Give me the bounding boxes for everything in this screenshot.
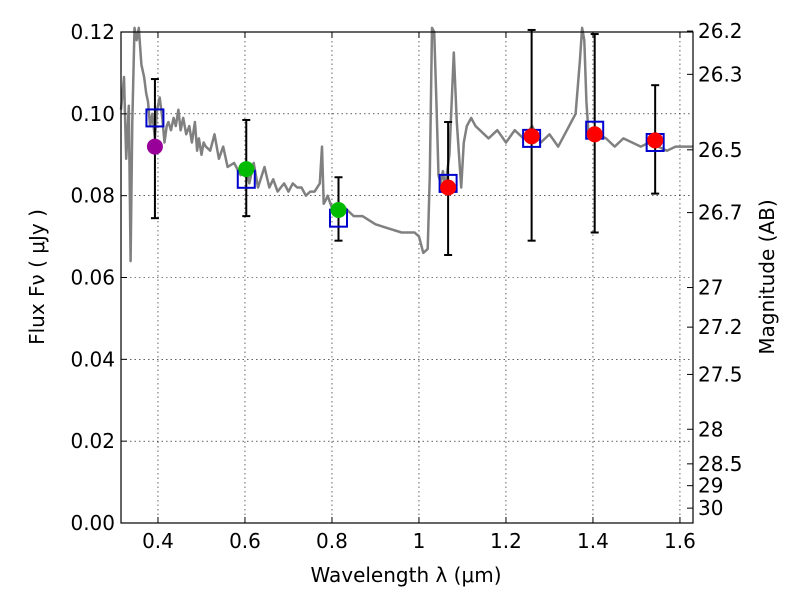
x-tick-label: 0.4 xyxy=(142,529,174,553)
x-tick-label: 1 xyxy=(413,529,426,553)
observed-point xyxy=(523,128,540,145)
x-tick-label: 0.8 xyxy=(316,529,348,553)
y2-tick-label: 28.5 xyxy=(698,452,743,476)
observed-point xyxy=(238,161,255,178)
y-tick-label: 0.10 xyxy=(70,102,115,126)
model-points-layer xyxy=(145,108,665,228)
observed-point xyxy=(586,126,603,143)
model-point-square xyxy=(145,108,165,128)
y2-tick-label: 26.2 xyxy=(698,19,743,43)
y-tick-label: 0.02 xyxy=(70,429,115,453)
observed-point xyxy=(330,201,347,218)
y2-tick-label: 26.3 xyxy=(698,62,743,86)
y-tick-label: 0.04 xyxy=(70,347,115,371)
x-tick-label: 1.2 xyxy=(490,529,522,553)
y2-tick-label: 26.5 xyxy=(698,138,743,162)
y-tick-label: 0.00 xyxy=(70,511,115,535)
y-tick-label: 0.06 xyxy=(70,266,115,290)
y2-tick-label: 27.5 xyxy=(698,362,743,386)
observed-point xyxy=(440,179,457,196)
model-spectrum-line xyxy=(119,26,693,263)
x-tick-label: 1.6 xyxy=(664,529,696,553)
y-tick-label: 0.12 xyxy=(70,20,115,44)
y2-axis-label: Magnitude (AB) xyxy=(755,199,779,354)
y2-tick-label: 27 xyxy=(698,276,723,300)
y2-tick-label: 30 xyxy=(698,496,723,520)
model-spectrum-layer xyxy=(119,26,693,263)
y-axis-label: Flux Fν ( μJy ) xyxy=(25,209,49,345)
observed-point xyxy=(146,138,163,155)
y2-tick-label: 29 xyxy=(698,474,723,498)
x-tick-label: 0.6 xyxy=(229,529,261,553)
y-tick-labels: 0.00 0.02 0.04 0.06 0.08 0.10 0.12 xyxy=(70,20,115,535)
tick-marks xyxy=(121,30,693,524)
error-bars-layer xyxy=(150,28,660,256)
x-axis-label: Wavelength λ (μm) xyxy=(310,563,501,587)
grid-lines xyxy=(121,32,693,523)
observed-point xyxy=(647,132,664,149)
x-tick-labels: 0.4 0.6 0.8 1 1.2 1.4 1.6 xyxy=(142,529,696,553)
observed-points-layer xyxy=(146,126,664,218)
y2-tick-label: 28 xyxy=(698,417,723,441)
y-tick-label: 0.08 xyxy=(70,184,115,208)
x-tick-label: 1.4 xyxy=(577,529,609,553)
y2-tick-label: 26.7 xyxy=(698,201,743,225)
y2-tick-label: 27.2 xyxy=(698,315,743,339)
